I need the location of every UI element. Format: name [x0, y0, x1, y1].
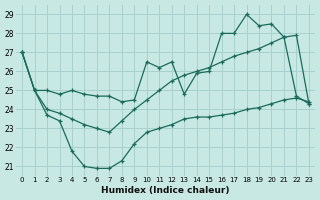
X-axis label: Humidex (Indice chaleur): Humidex (Indice chaleur) — [101, 186, 230, 195]
